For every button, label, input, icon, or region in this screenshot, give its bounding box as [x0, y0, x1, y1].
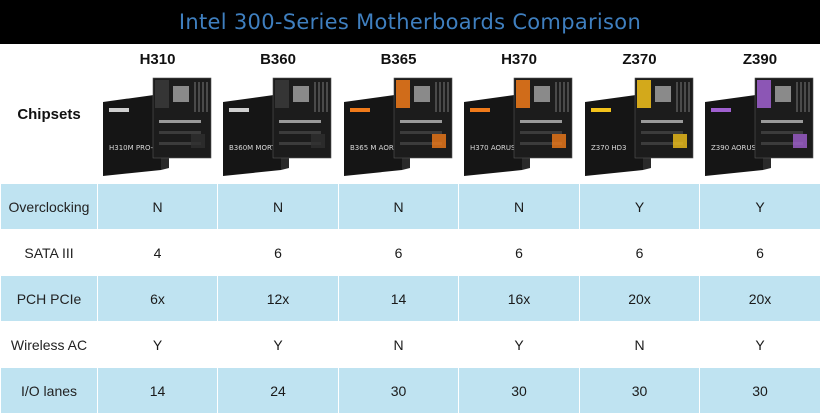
product-box: [223, 94, 281, 176]
table-cell: N: [459, 184, 580, 230]
row-label: SATA III: [1, 230, 98, 276]
chipset-name: H310: [98, 50, 217, 70]
table-cell: N: [580, 322, 700, 368]
product-box: [103, 94, 161, 176]
table-cell: 6: [339, 230, 459, 276]
motherboard-image: Z390 AORUS PRO W: [700, 70, 820, 182]
table-cell: 30: [580, 368, 700, 414]
table-cell: 6: [459, 230, 580, 276]
product-box: [705, 94, 763, 176]
table-cell: 20x: [700, 276, 820, 322]
table-cell: Y: [580, 184, 700, 230]
table-cell: 30: [459, 368, 580, 414]
product-box: [344, 94, 402, 176]
motherboard-image: H310M PRO-M2 PLU: [98, 70, 217, 182]
table-cell: 30: [700, 368, 820, 414]
motherboard-image: B365 M AORUS ELI: [339, 70, 458, 182]
chipset-cell-z370: Z370 Z370 HD3: [580, 45, 700, 184]
row-label: I/O lanes: [1, 368, 98, 414]
table-cell: Y: [700, 184, 820, 230]
box-label: Z370 HD3: [591, 144, 627, 152]
table-cell: Y: [218, 322, 339, 368]
chipset-name: Z390: [700, 50, 820, 70]
table-cell: 12x: [218, 276, 339, 322]
table-cell: 6: [218, 230, 339, 276]
table-cell: 24: [218, 368, 339, 414]
table-cell: Y: [700, 322, 820, 368]
page-title: Intel 300-Series Motherboards Comparison: [179, 10, 641, 34]
row-label: Wireless AC: [1, 322, 98, 368]
product-box: [585, 94, 643, 176]
table-cell: 16x: [459, 276, 580, 322]
table-cell: 14: [339, 276, 459, 322]
chipset-name: B365: [339, 50, 458, 70]
brand-logo: [470, 108, 490, 112]
title-bar: Intel 300-Series Motherboards Comparison: [0, 0, 820, 44]
table-cell: 6: [700, 230, 820, 276]
motherboard-image: Z370 HD3: [580, 70, 699, 182]
table-cell: N: [98, 184, 218, 230]
table-cell: 20x: [580, 276, 700, 322]
table-cell: N: [339, 184, 459, 230]
chipset-name: Z370: [580, 50, 699, 70]
table-cell: 30: [339, 368, 459, 414]
motherboard-image: B360M MORTAR: [218, 70, 338, 182]
product-box: [464, 94, 522, 176]
table-cell: N: [339, 322, 459, 368]
brand-logo: [350, 108, 370, 112]
brand-logo: [229, 108, 249, 112]
chipset-name: B360: [218, 50, 338, 70]
table-cell: 6: [580, 230, 700, 276]
table-cell: 14: [98, 368, 218, 414]
brand-logo: [591, 108, 611, 112]
brand-logo: [711, 108, 731, 112]
table-cell: 4: [98, 230, 218, 276]
table-cell: Y: [459, 322, 580, 368]
brand-logo: [109, 108, 129, 112]
row-label: Overclocking: [1, 184, 98, 230]
table-cell: N: [218, 184, 339, 230]
row-label-chipsets: Chipsets: [1, 45, 98, 184]
table-cell: Y: [98, 322, 218, 368]
row-label: PCH PCIe: [1, 276, 98, 322]
table-cell: 6x: [98, 276, 218, 322]
chipset-name: H370: [459, 50, 579, 70]
motherboard-image: H370 AORUS GAMIN: [459, 70, 579, 182]
